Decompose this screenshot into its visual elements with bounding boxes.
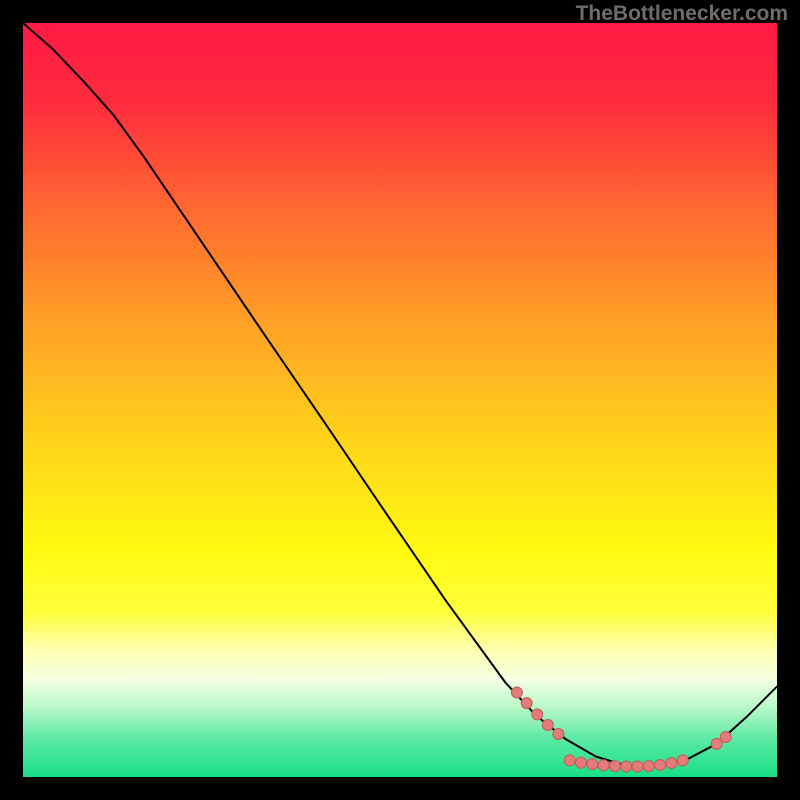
chart-background — [23, 23, 777, 777]
data-marker — [655, 759, 666, 770]
data-marker — [643, 761, 654, 772]
data-marker — [542, 719, 553, 730]
data-marker — [587, 759, 598, 770]
data-marker — [621, 761, 632, 772]
data-marker — [609, 761, 620, 772]
data-marker — [666, 758, 677, 769]
data-marker — [532, 709, 543, 720]
bottleneck-chart — [23, 23, 777, 777]
data-marker — [632, 761, 643, 772]
data-marker — [521, 698, 532, 709]
plot-area — [23, 23, 777, 777]
data-marker — [598, 760, 609, 771]
data-marker — [575, 757, 586, 768]
chart-page: { "canvas": { "width": 800, "height": 80… — [0, 0, 800, 800]
data-marker — [553, 729, 564, 740]
data-marker — [511, 687, 522, 698]
data-marker — [564, 755, 575, 766]
data-marker — [720, 732, 731, 743]
data-marker — [677, 755, 688, 766]
